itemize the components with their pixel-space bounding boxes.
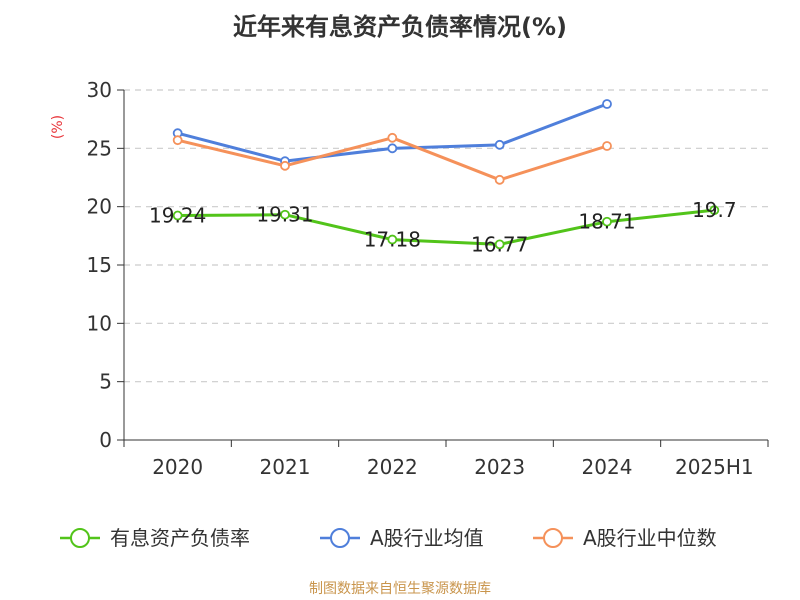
x-tick-label: 2022 (367, 455, 418, 479)
series-point-2 (172, 135, 183, 146)
series-point-0 (280, 209, 290, 220)
legend: 有息资产负债率 A股行业均值 A股行业中位数 (60, 526, 717, 550)
legend-swatch-marker (543, 528, 563, 548)
data-label: 16.77 (471, 232, 528, 256)
legend-label: A股行业均值 (370, 526, 484, 550)
series-point-0 (494, 239, 505, 250)
y-tick-label: 30 (87, 78, 112, 102)
x-tick-label: 2025H1 (675, 455, 754, 479)
x-tick-label: 2023 (474, 455, 525, 479)
data-label: 17.18 (364, 228, 421, 252)
series-point-0 (709, 205, 720, 216)
y-axis-unit: (%) (50, 115, 66, 139)
data-label: 19.7 (692, 198, 737, 222)
y-ticks: 0 5 10 15 20 25 30 (87, 78, 124, 452)
y-tick-label: 15 (87, 253, 112, 277)
series-group (172, 99, 720, 250)
series-point-0 (172, 210, 183, 221)
series-point-2 (387, 132, 398, 143)
x-tick-label: 2020 (152, 455, 203, 479)
y-tick-label: 0 (99, 428, 112, 452)
source-note: 制图数据来自恒生聚源数据库 (309, 581, 491, 597)
series-point-2 (494, 174, 505, 185)
series-point-1 (494, 139, 505, 150)
grid (124, 89, 768, 383)
y-tick-label: 25 (87, 136, 112, 160)
x-tick-label: 2024 (582, 455, 633, 479)
data-label: 18.71 (578, 210, 635, 234)
legend-swatch-marker (70, 528, 90, 548)
series-point-1 (602, 99, 612, 109)
legend-label: A股行业中位数 (583, 526, 717, 550)
y-tick-label: 20 (87, 195, 112, 219)
data-label: 19.31 (256, 203, 313, 227)
data-label: 19.24 (149, 204, 206, 228)
series-line-0 (177, 208, 715, 246)
x-ticks: 2020 2021 2022 2023 2024 2025H1 (123, 440, 769, 479)
y-tick-label: 5 (99, 370, 112, 394)
series-point-2 (280, 160, 290, 171)
series-point-0 (387, 234, 398, 245)
x-tick-label: 2021 (260, 455, 311, 479)
chart-title: 近年来有息资产负债率情况(%) (233, 13, 567, 41)
series-point-0 (602, 216, 612, 227)
legend-label: 有息资产负债率 (110, 526, 250, 550)
series-point-1 (387, 143, 398, 154)
legend-swatch-marker (330, 528, 350, 548)
series-point-2 (602, 141, 612, 151)
data-labels: 19.24 19.31 17.18 16.77 18.71 19.7 (149, 198, 737, 256)
y-tick-label: 10 (87, 311, 112, 335)
